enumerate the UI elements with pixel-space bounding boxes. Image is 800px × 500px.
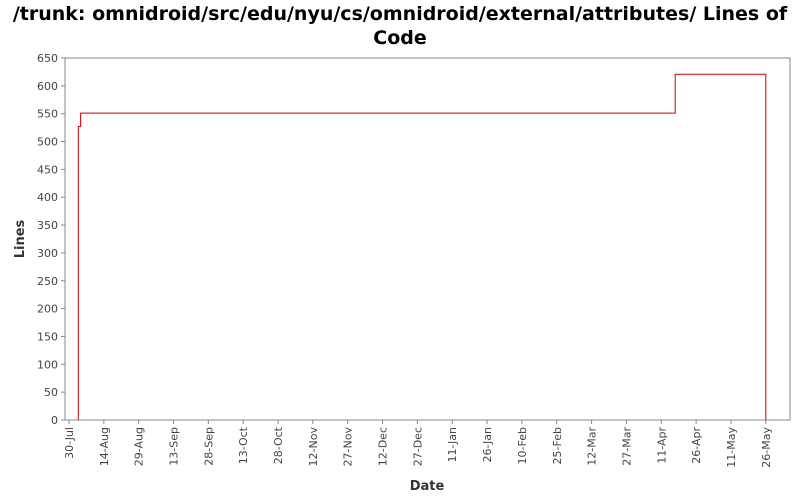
x-tick-label: 28-Sep bbox=[202, 427, 215, 466]
y-tick-label: 600 bbox=[37, 80, 58, 93]
y-tick-label: 0 bbox=[51, 414, 58, 427]
x-tick-label: 13-Sep bbox=[168, 427, 181, 466]
x-tick-label: 13-Oct bbox=[237, 426, 250, 464]
y-axis: 0 50 100 150 200 250 300 350 400 450 500 550 600 650 bbox=[37, 52, 65, 427]
x-tick-label: 12-Mar bbox=[586, 427, 599, 466]
y-axis-label: Lines bbox=[13, 219, 28, 258]
x-tick-label: 25-Feb bbox=[551, 427, 564, 464]
x-tick-label: 27-Mar bbox=[620, 427, 633, 466]
x-axis: 30-Jul 14-Aug 29-Aug 13-Sep 28-Sep 13-Oct 28-O… bbox=[63, 420, 773, 468]
x-tick-label: 11-Jan bbox=[446, 427, 459, 463]
x-tick-label: 26-Jan bbox=[481, 427, 494, 463]
plot-area bbox=[64, 57, 791, 421]
x-tick-label: 26-May bbox=[760, 427, 773, 468]
x-tick-label: 27-Dec bbox=[411, 427, 424, 466]
chart-title-line-1: /trunk: omnidroid/src/edu/nyu/cs/omnidro… bbox=[12, 3, 788, 25]
y-tick-label: 200 bbox=[37, 303, 58, 316]
x-tick-label: 14-Aug bbox=[98, 427, 111, 466]
x-tick-label: 29-Aug bbox=[133, 427, 146, 466]
x-tick-label: 12-Dec bbox=[377, 427, 390, 466]
chart-title: /trunk: omnidroid/src/edu/nyu/cs/omnidro… bbox=[0, 2, 800, 50]
y-tick-label: 350 bbox=[37, 219, 58, 232]
series-layer bbox=[77, 73, 767, 420]
y-tick-label: 100 bbox=[37, 358, 58, 371]
x-tick-label: 11-May bbox=[725, 427, 738, 468]
chart-title-line-2: Code bbox=[373, 27, 427, 49]
x-tick-label: 27-Nov bbox=[342, 427, 355, 467]
x-tick-label: 10-Feb bbox=[516, 427, 529, 464]
y-tick-label: 650 bbox=[37, 52, 58, 65]
series-line bbox=[77, 73, 767, 420]
y-tick-label: 50 bbox=[44, 386, 58, 399]
x-tick-label: 12-Nov bbox=[307, 427, 320, 467]
x-tick-label: 28-Oct bbox=[272, 426, 285, 464]
y-tick-label: 550 bbox=[37, 108, 58, 121]
y-tick-label: 450 bbox=[37, 163, 58, 176]
y-tick-label: 500 bbox=[37, 136, 58, 149]
y-tick-label: 250 bbox=[37, 275, 58, 288]
x-tick-label: 11-Apr bbox=[655, 427, 668, 464]
x-axis-label: Date bbox=[410, 479, 445, 494]
y-tick-label: 300 bbox=[37, 247, 58, 260]
y-tick-label: 150 bbox=[37, 330, 58, 343]
x-tick-label: 30-Jul bbox=[63, 427, 76, 459]
y-tick-label: 400 bbox=[37, 191, 58, 204]
x-tick-label: 26-Apr bbox=[690, 427, 703, 464]
